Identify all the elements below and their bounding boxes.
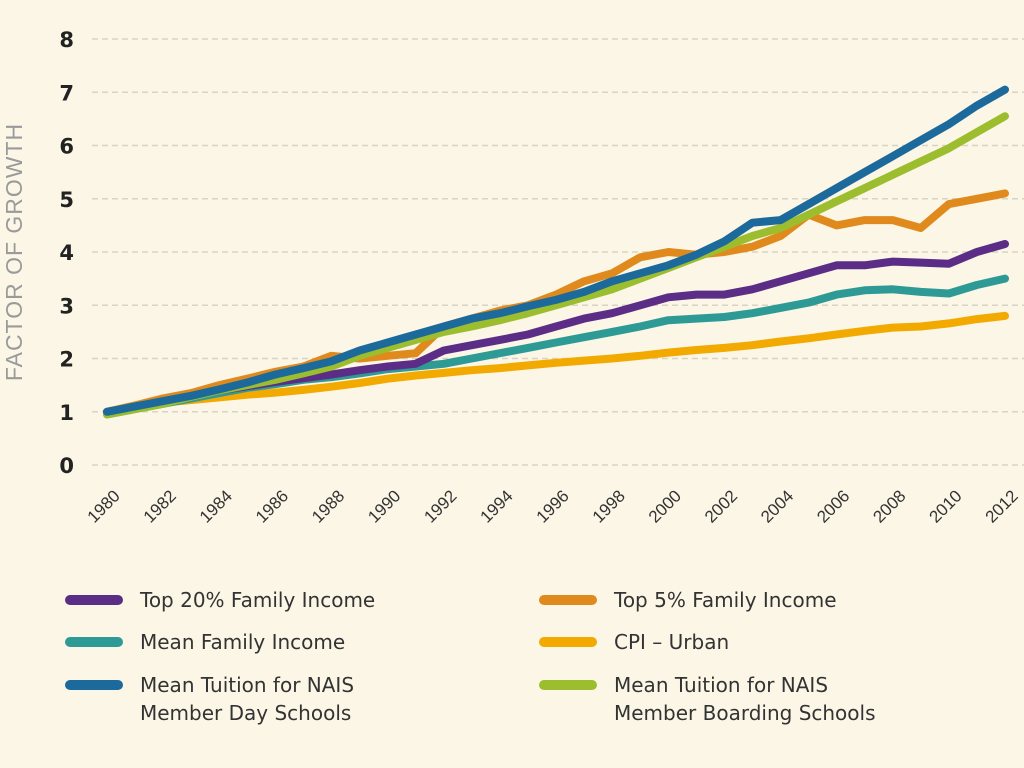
y-tick-label: 6 bbox=[59, 135, 74, 159]
x-tick-label: 1992 bbox=[420, 486, 460, 526]
gridlines bbox=[92, 38, 1024, 466]
series-lines bbox=[103, 85, 1009, 419]
legend-item: Top 20% Family Income bbox=[65, 588, 375, 612]
x-tick-label: 2000 bbox=[645, 486, 685, 526]
x-tick-label: 1980 bbox=[84, 486, 124, 526]
y-tick-label: 7 bbox=[59, 81, 74, 105]
y-tick-label: 3 bbox=[59, 294, 74, 318]
legend-label: Mean Tuition for NAIS bbox=[614, 673, 828, 697]
x-tick-label: 1984 bbox=[196, 486, 236, 526]
legend-item: Mean Family Income bbox=[65, 630, 345, 654]
x-tick-label: 2010 bbox=[926, 486, 966, 526]
y-tick-label: 8 bbox=[59, 28, 74, 52]
legend-label: Mean Tuition for NAIS bbox=[140, 673, 354, 697]
y-axis-ticks: 0 1 2 3 4 5 6 7 8 bbox=[59, 28, 74, 478]
x-tick-label: 1986 bbox=[252, 486, 292, 526]
y-tick-label: 2 bbox=[59, 348, 74, 372]
y-tick-label: 5 bbox=[59, 188, 74, 212]
legend-item: Mean Tuition for NAIS Member Day Schools bbox=[65, 673, 354, 725]
x-tick-label: 2012 bbox=[982, 486, 1022, 526]
legend: Top 20% Family Income Top 5% Family Incom… bbox=[65, 588, 876, 725]
legend-label: Top 20% Family Income bbox=[139, 588, 375, 612]
series-line-4 bbox=[103, 85, 1009, 416]
legend-label: Mean Family Income bbox=[140, 630, 345, 654]
x-axis-ticks: 1980 1982 1984 1986 1988 1990 1992 1994 1996 1998… bbox=[84, 486, 1022, 526]
legend-item: Top 5% Family Income bbox=[539, 588, 837, 612]
x-tick-label: 1996 bbox=[533, 486, 573, 526]
legend-label: Top 5% Family Income bbox=[613, 588, 837, 612]
y-axis-title: FACTOR OF GROWTH bbox=[1, 123, 27, 381]
y-tick-label: 4 bbox=[59, 241, 74, 265]
legend-item: CPI – Urban bbox=[539, 630, 729, 654]
legend-label: Member Day Schools bbox=[140, 701, 351, 725]
x-tick-label: 1998 bbox=[589, 486, 629, 526]
x-tick-label: 1994 bbox=[477, 486, 517, 526]
series-line-3 bbox=[103, 311, 1009, 416]
legend-label: Member Boarding Schools bbox=[614, 701, 876, 725]
x-tick-label: 2004 bbox=[757, 486, 797, 526]
x-tick-label: 1982 bbox=[140, 486, 180, 526]
x-tick-label: 1988 bbox=[308, 486, 348, 526]
y-tick-label: 0 bbox=[59, 454, 74, 478]
x-tick-label: 2002 bbox=[701, 486, 741, 526]
x-tick-label: 1990 bbox=[364, 486, 404, 526]
x-tick-label: 2008 bbox=[869, 486, 909, 526]
legend-label: CPI – Urban bbox=[614, 630, 729, 654]
legend-item: Mean Tuition for NAIS Member Boarding Sch… bbox=[539, 673, 876, 725]
y-tick-label: 1 bbox=[59, 401, 74, 425]
x-tick-label: 2006 bbox=[813, 486, 853, 526]
